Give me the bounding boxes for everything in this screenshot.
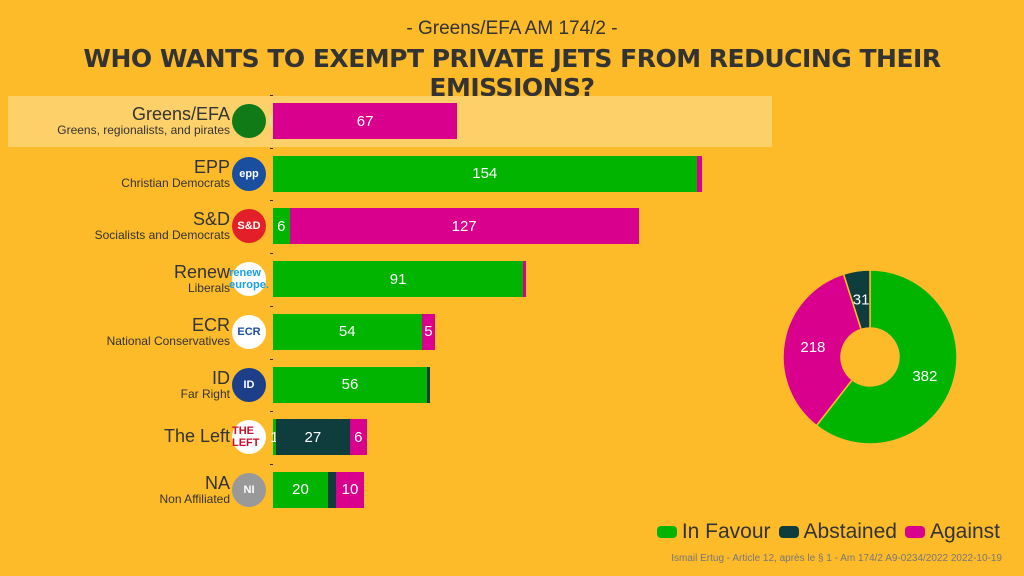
bar-segment-abstained <box>427 366 430 403</box>
data-label: 6 <box>277 217 286 235</box>
party-description: Non Affiliated <box>159 491 231 506</box>
the-left-logo: THE LEFT <box>232 420 266 455</box>
data-label: 5 <box>424 323 433 341</box>
party-description: Liberals <box>187 281 230 296</box>
data-label: 10 <box>341 481 359 499</box>
party-name: Renew <box>173 262 230 283</box>
data-label: 91 <box>389 270 407 288</box>
donut-slice <box>842 269 871 331</box>
bar-segment-in-favour: 91 <box>273 261 524 298</box>
source-note: Ismail Ertug - Article 12, après le § 1 … <box>671 553 1002 564</box>
legend: In Favour Abstained Against <box>656 520 1000 544</box>
legend-item-against: Against <box>904 520 1000 544</box>
bar-segment-against <box>696 155 702 192</box>
bar-segment-in-favour: 56 <box>273 366 427 403</box>
donut-slice <box>815 269 958 445</box>
party-label: S&D Socialists and Democrats <box>95 210 230 242</box>
bar-segment-in-favour: 54 <box>273 313 422 350</box>
axis-tick <box>270 253 273 255</box>
greens-efa-logo <box>232 104 266 138</box>
party-label: Greens/EFA Greens, regionalists, and pira… <box>57 105 230 137</box>
party-description: Socialists and Democrats <box>94 228 230 243</box>
party-label: ID Far Right <box>180 367 230 401</box>
axis-tick <box>270 463 273 465</box>
party-name: S&D <box>192 209 230 230</box>
data-label: 1 <box>270 428 279 446</box>
legend-item-favour: In Favour <box>656 520 771 544</box>
party-name: EPP <box>193 156 230 177</box>
bar-segment-against: 5 <box>421 313 436 350</box>
data-label: 67 <box>356 112 374 130</box>
axis-tick <box>270 305 273 307</box>
party-description: Far Right <box>180 386 230 401</box>
data-label: 27 <box>304 428 322 446</box>
axis-tick <box>270 95 273 96</box>
party-description: Greens, regionalists, and pirates <box>57 123 230 137</box>
party-label: The Left <box>164 427 230 446</box>
bar-segment-abstained <box>328 471 337 508</box>
bar-segment-in-favour: 6 <box>273 208 290 245</box>
donut-label: 31 <box>853 292 870 309</box>
chart-title: WHO WANTS TO EXEMPT PRIVATE JETS FROM RE… <box>83 44 941 102</box>
party-description: National Conservatives <box>106 333 230 348</box>
data-label: 127 <box>451 217 477 235</box>
bar-segment-against: 10 <box>336 471 364 508</box>
bar-segment-against: 6 <box>350 419 367 456</box>
donut-label: 382 <box>912 368 937 385</box>
axis-tick <box>270 411 273 413</box>
bar-segment-against <box>523 261 526 298</box>
ecr-logo: ECR <box>232 314 266 349</box>
donut-chart: 382 218 31 <box>782 269 958 445</box>
party-name: Greens/EFA <box>131 104 230 124</box>
data-label: 56 <box>341 376 359 393</box>
renew-europe-logo: renew europe. <box>229 262 269 297</box>
party-label: ECR National Conservatives <box>106 314 230 348</box>
party-label: EPP Christian Democrats <box>121 156 230 190</box>
data-label: 154 <box>472 165 498 183</box>
party-name: NA <box>204 472 230 493</box>
party-description: Christian Democrats <box>121 175 230 190</box>
data-label: 54 <box>338 323 356 341</box>
bar-segment-in-favour: 1 <box>270 419 279 456</box>
axis-tick <box>270 200 273 202</box>
axis-tick <box>270 147 273 149</box>
bar-segment-abstained: 27 <box>275 419 350 456</box>
bar-segment-against: 127 <box>289 208 639 245</box>
id-logo: ID <box>232 367 266 402</box>
axis-tick <box>270 358 273 360</box>
ni-logo: NI <box>232 472 266 507</box>
donut-slice <box>782 273 863 427</box>
epp-logo: epp <box>232 156 266 191</box>
data-label: 20 <box>292 481 309 499</box>
s-and-d-logo: S&D <box>232 209 266 244</box>
bar-segment-in-favour: 154 <box>273 155 697 192</box>
party-name: ECR <box>191 314 230 335</box>
donut-label: 218 <box>800 339 825 356</box>
chart-subtitle: - Greens/EFA AM 174/2 - <box>406 18 618 39</box>
party-name: ID <box>212 367 230 388</box>
party-label: NA Non Affiliated <box>159 472 231 506</box>
party-label: Renew Liberals <box>174 263 230 295</box>
party-name: The Left <box>163 426 230 447</box>
bar-segment-in-favour: 20 <box>273 471 328 508</box>
bar-segment-against: 67 <box>273 103 458 139</box>
data-label: 6 <box>354 428 363 446</box>
legend-item-abstained: Abstained <box>778 520 897 544</box>
